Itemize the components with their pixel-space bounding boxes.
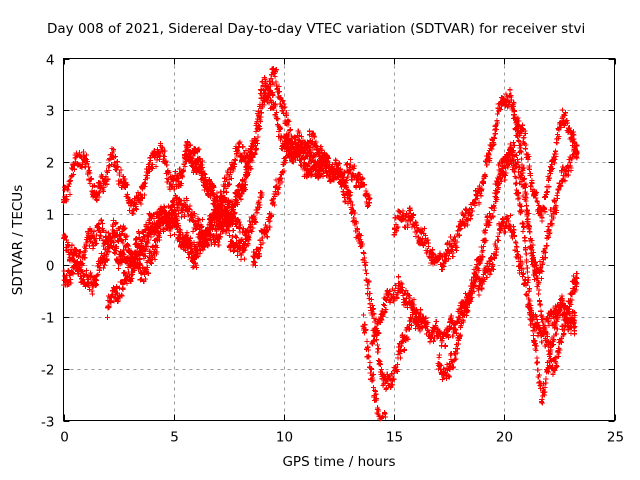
- scatter-marker-layer: [61, 65, 580, 422]
- y-tick-label: -1: [41, 311, 54, 327]
- y-axis-label: SDTVAR / TECUs: [10, 185, 26, 295]
- x-tick-label: 10: [276, 430, 293, 446]
- y-tick-label: -3: [41, 415, 54, 431]
- x-axis-label: GPS time / hours: [282, 454, 395, 470]
- y-tick-label: -2: [41, 363, 54, 379]
- y-tick-labels: -3 -2 -1 0 1 2 3 4: [41, 53, 54, 431]
- x-tick-label: 15: [386, 430, 403, 446]
- y-tick-label: 4: [46, 53, 55, 69]
- y-tick-label: 2: [46, 156, 55, 172]
- chart-title: Day 008 of 2021, Sidereal Day-to-day VTE…: [47, 21, 585, 37]
- y-tick-label: 0: [46, 259, 55, 275]
- y-tick-label: 3: [46, 104, 55, 120]
- x-tick-label: 0: [60, 430, 69, 446]
- data-markers: [61, 65, 580, 422]
- x-tick-labels: 0 5 10 15 20 25: [60, 430, 624, 446]
- x-tick-label: 5: [170, 430, 179, 446]
- tick-marks: [63, 58, 617, 423]
- x-tick-label: 20: [496, 430, 513, 446]
- x-tick-label: 25: [607, 430, 624, 446]
- y-tick-label: 1: [46, 208, 55, 224]
